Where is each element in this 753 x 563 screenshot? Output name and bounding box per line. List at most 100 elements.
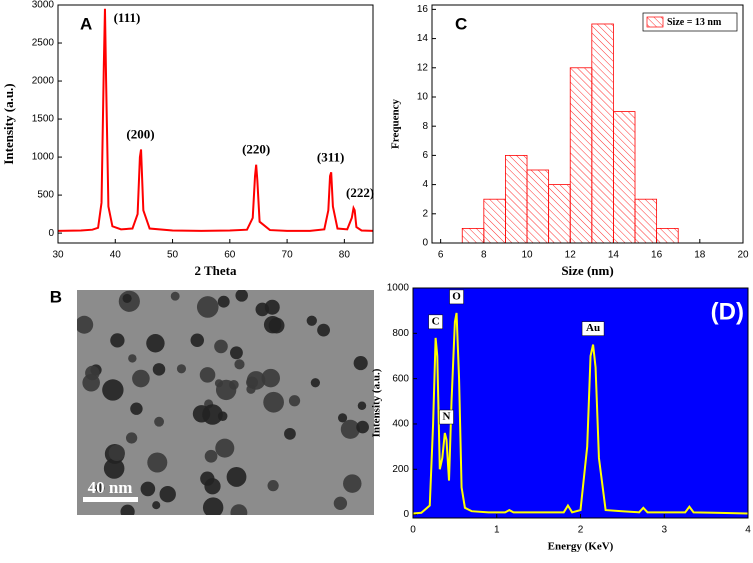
- particle: [190, 333, 204, 347]
- x-tick-label: 3: [661, 525, 667, 536]
- particle: [170, 291, 180, 301]
- x-tick-label: 12: [565, 250, 577, 261]
- particle: [176, 364, 187, 374]
- particle: [261, 368, 280, 388]
- y-tick-label: 200: [392, 464, 409, 475]
- particle: [77, 315, 94, 334]
- plot-background: [413, 288, 748, 518]
- bar: [569, 67, 593, 244]
- data-line: [412, 312, 749, 515]
- particle: [263, 391, 284, 413]
- x-tick-label: 2: [578, 525, 584, 536]
- y-axis-label: Intensity (a.u.): [1, 83, 16, 164]
- particle: [132, 369, 150, 388]
- y-tick-label: 0: [48, 228, 54, 239]
- legend-swatch: [646, 16, 664, 28]
- particle: [146, 334, 165, 353]
- particle: [230, 504, 248, 515]
- x-tick-label: 30: [52, 250, 64, 261]
- scale-bar: [83, 497, 138, 502]
- annotation: (111): [114, 10, 141, 25]
- panel-label: (D): [711, 298, 744, 325]
- x-tick-label: 0: [410, 525, 416, 536]
- particle: [204, 478, 221, 495]
- particle: [356, 420, 369, 434]
- particle: [159, 486, 176, 503]
- bar: [505, 154, 528, 244]
- particle: [284, 427, 296, 440]
- particle: [306, 315, 317, 326]
- particle: [196, 296, 219, 318]
- x-tick-label: 50: [167, 250, 179, 261]
- y-tick-label: 1000: [32, 152, 55, 163]
- particle: [140, 481, 156, 497]
- particle: [122, 293, 132, 303]
- particle: [152, 501, 161, 510]
- bar: [483, 198, 506, 244]
- particle: [215, 438, 235, 458]
- y-axis-label: Intensity (a.u.): [371, 368, 383, 437]
- particle: [147, 452, 168, 473]
- y-tick-label: 14: [417, 33, 429, 44]
- y-tick-label: 12: [417, 62, 429, 73]
- x-axis-label: Size (nm): [561, 263, 613, 278]
- y-tick-label: 600: [392, 373, 409, 384]
- annotation: (222): [346, 185, 374, 200]
- particle: [152, 363, 166, 376]
- y-tick-label: 2000: [32, 76, 55, 87]
- y-tick-label: 1500: [32, 114, 55, 125]
- particle: [310, 378, 320, 388]
- particle: [234, 359, 245, 370]
- annotation-box: [428, 314, 443, 330]
- particle: [317, 323, 330, 337]
- x-tick-label: 16: [651, 250, 663, 261]
- bar: [461, 227, 485, 244]
- y-tick-label: 800: [392, 328, 409, 339]
- particle: [120, 504, 135, 515]
- particle: [267, 480, 279, 492]
- data-line: [57, 8, 374, 232]
- annotation: O: [452, 290, 461, 302]
- particle: [110, 333, 125, 348]
- particle: [235, 290, 248, 302]
- particle: [125, 432, 138, 444]
- y-tick-label: 16: [417, 4, 429, 15]
- y-axis-label: Frequency: [390, 99, 402, 149]
- annotation-box: [449, 289, 464, 305]
- particle: [340, 419, 360, 439]
- x-axis-label: 2 Theta: [194, 263, 237, 278]
- bar: [613, 111, 636, 244]
- annotation: N: [443, 411, 451, 423]
- scale-bar-label: 40 nm: [88, 478, 133, 497]
- annotation: Au: [586, 322, 600, 334]
- bar: [656, 227, 679, 244]
- particle: [95, 483, 105, 493]
- annotation: (200): [126, 126, 154, 141]
- tem-image: [77, 290, 374, 515]
- bar: [526, 169, 550, 244]
- x-tick-label: 10: [521, 250, 533, 261]
- y-tick-label: 400: [392, 419, 409, 430]
- particle: [128, 354, 137, 363]
- particle: [353, 356, 368, 371]
- y-tick-label: 0: [422, 238, 428, 249]
- x-tick-label: 70: [282, 250, 294, 261]
- x-tick-label: 14: [608, 250, 620, 261]
- panel-label: A: [80, 14, 92, 33]
- bar: [548, 184, 571, 244]
- x-tick-label: 1: [494, 525, 500, 536]
- particle: [217, 295, 230, 308]
- x-tick-label: 60: [224, 250, 236, 261]
- bar: [634, 198, 658, 244]
- y-tick-label: 3000: [32, 0, 55, 11]
- annotation-box: [439, 409, 454, 425]
- legend-label: Size = 13 nm: [667, 17, 722, 28]
- particle: [246, 384, 256, 394]
- particle: [337, 413, 348, 423]
- x-tick-label: 4: [745, 525, 751, 536]
- particle: [199, 367, 216, 383]
- particle: [108, 444, 125, 462]
- y-tick-label: 10: [417, 92, 429, 103]
- particle: [226, 467, 247, 487]
